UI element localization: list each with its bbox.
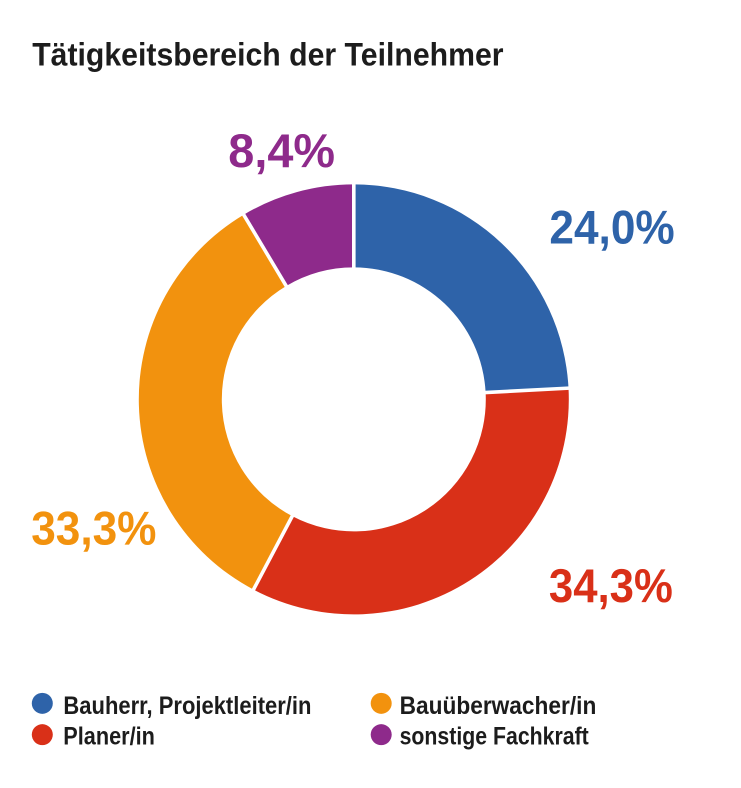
svg-text:Bauüberwacher/in: Bauüberwacher/in <box>400 692 597 720</box>
svg-text:34,3%: 34,3% <box>549 560 673 613</box>
svg-text:24,0%: 24,0% <box>549 201 674 254</box>
svg-text:Tätigkeitsbereich der Teilnehm: Tätigkeitsbereich der Teilnehmer <box>32 37 503 73</box>
svg-text:Planer/in: Planer/in <box>63 723 155 751</box>
svg-text:33,3%: 33,3% <box>31 502 156 555</box>
svg-text:8,4%: 8,4% <box>228 125 335 177</box>
svg-text:Bauherr, Projektleiter/in: Bauherr, Projektleiter/in <box>63 691 311 720</box>
svg-text:sonstige Fachkraft: sonstige Fachkraft <box>400 722 589 750</box>
